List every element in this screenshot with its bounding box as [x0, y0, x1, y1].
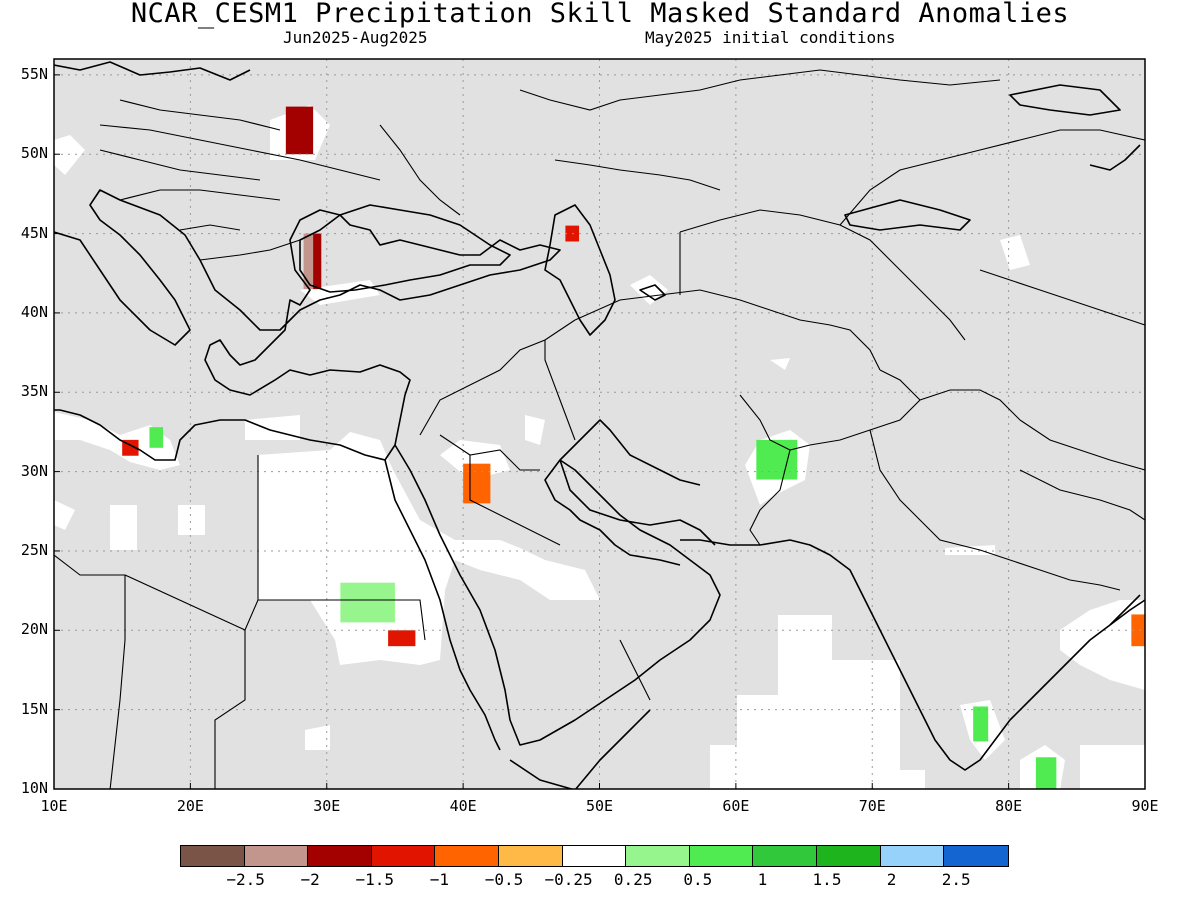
y-tick-label: 20N	[20, 620, 48, 639]
legend-swatch	[753, 846, 817, 866]
x-tick-label: 90E	[1131, 797, 1159, 815]
legend-label: 1	[757, 870, 768, 889]
legend-swatch	[371, 846, 436, 866]
y-tick-label: 25N	[20, 540, 48, 559]
color-legend-bar	[180, 845, 1009, 867]
legend-swatch	[816, 846, 881, 866]
x-tick-label: 20E	[176, 797, 204, 815]
anomaly-region-bulgaria-coast	[303, 233, 314, 290]
anomaly-region-india-east	[1035, 757, 1057, 789]
anomaly-region-sudan	[340, 582, 395, 623]
anomaly-region-bulgaria-coast-outer	[313, 233, 322, 290]
y-tick-label: 45N	[20, 223, 48, 242]
y-tick-label: 15N	[20, 699, 48, 718]
legend-swatch	[435, 846, 499, 866]
x-tick-label: 30E	[313, 797, 341, 815]
anomaly-region-north-arabia	[463, 463, 491, 504]
legend-label: 2	[886, 870, 897, 889]
legend-label: 2.5	[941, 870, 971, 889]
legend-label: −1.5	[355, 870, 395, 889]
legend-label: 1.5	[812, 870, 842, 889]
legend-swatch	[498, 846, 563, 866]
chart-title: NCAR_CESM1 Precipitation Skill Masked St…	[130, 0, 1070, 29]
anomaly-region-afghanistan	[756, 439, 798, 480]
country-borders	[54, 69, 1145, 789]
legend-swatch	[308, 846, 372, 866]
anomaly-region-bangladesh	[1131, 614, 1145, 647]
anomaly-region-india-south	[973, 706, 989, 742]
x-tick-label: 10E	[40, 797, 68, 815]
legend-label: −2	[300, 870, 320, 889]
y-tick-label: 55N	[20, 64, 48, 83]
x-tick-label: 80E	[995, 797, 1023, 815]
anomaly-region-ukraine	[285, 106, 314, 155]
season-subtitle: Jun2025-Aug2025	[283, 28, 428, 47]
x-tick-label: 60E	[722, 797, 750, 815]
legend-swatch	[181, 846, 245, 866]
x-tick-label: 50E	[585, 797, 614, 815]
initial-conditions-subtitle: May2025 initial conditions	[645, 28, 896, 47]
legend-label: 0.25	[613, 870, 653, 889]
legend-label: −0.5	[484, 870, 524, 889]
anomaly-regions	[122, 106, 1145, 789]
legend-swatch	[944, 846, 1008, 866]
legend-swatch	[244, 846, 309, 866]
legend-swatch	[689, 846, 754, 866]
legend-label: 0.5	[683, 870, 713, 889]
y-tick-label: 35N	[20, 382, 48, 401]
legend-swatch	[626, 846, 690, 866]
legend-swatch	[562, 846, 627, 866]
legend-label: −2.5	[226, 870, 265, 889]
anomaly-region-libya-coast-east	[149, 427, 164, 448]
legend-swatch	[880, 846, 945, 866]
y-tick-label: 50N	[20, 144, 48, 163]
y-tick-label: 10N	[20, 779, 48, 797]
x-tick-label: 40E	[449, 797, 477, 815]
anomaly-region-sudan-red-sea	[388, 630, 416, 647]
legend-label: −1	[429, 870, 450, 889]
axis-ticks	[53, 74, 1146, 790]
x-tick-label: 70E	[858, 797, 886, 815]
grid-lines	[54, 59, 1145, 789]
y-tick-label: 40N	[20, 302, 48, 321]
legend-label: −0.25	[544, 870, 593, 889]
y-tick-label: 30N	[20, 461, 48, 480]
coastlines	[54, 61, 1145, 789]
